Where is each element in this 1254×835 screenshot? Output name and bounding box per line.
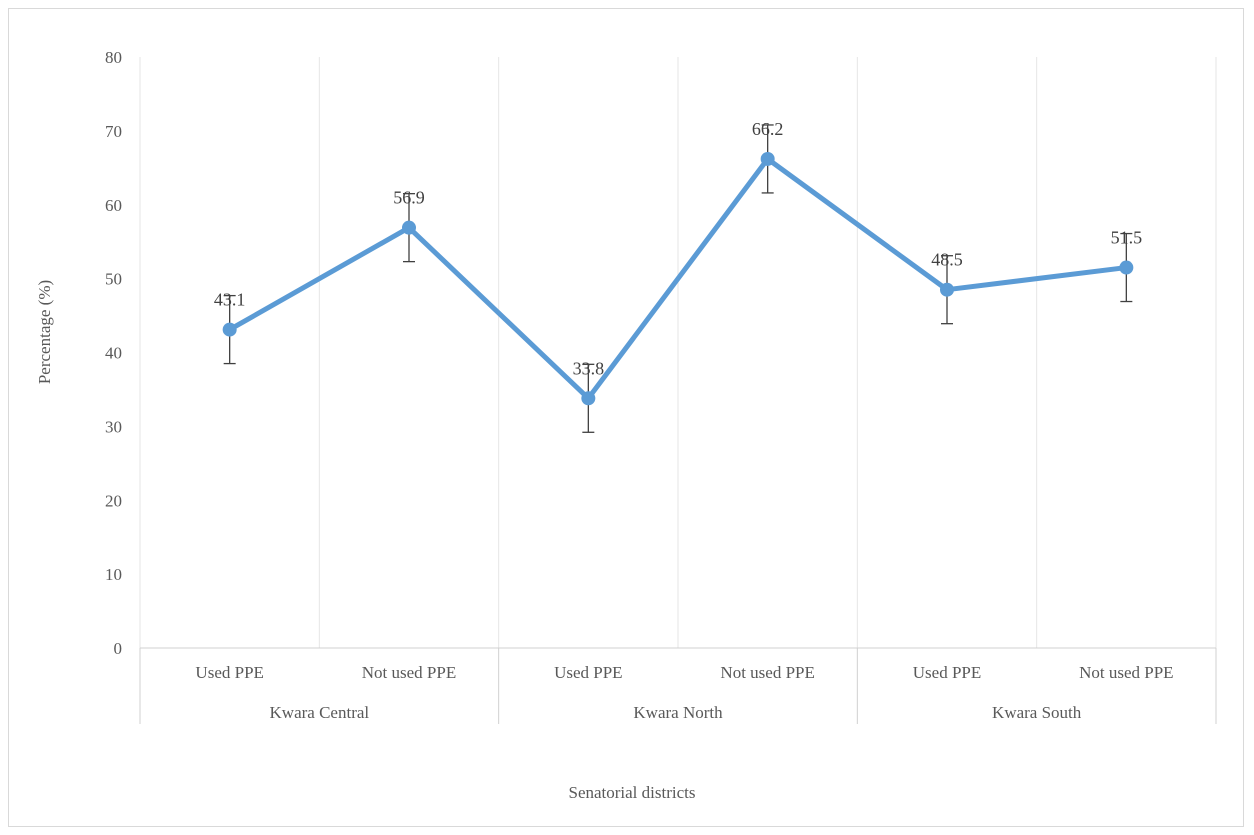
x-group-label: Kwara North <box>633 703 723 722</box>
x-category-label: Used PPE <box>913 663 981 682</box>
data-label: 51.5 <box>1111 228 1143 248</box>
data-labels: 43.1 56.9 33.8 66.2 48.5 51.5 <box>214 119 1142 378</box>
y-tick-label: 70 <box>105 122 122 141</box>
x-category-label: Not used PPE <box>362 663 456 682</box>
x-axis-title: Senatorial districts <box>568 783 695 802</box>
y-tick-label: 50 <box>105 270 122 289</box>
x-group-label: Kwara South <box>992 703 1082 722</box>
data-series <box>222 151 1134 406</box>
y-tick-label: 10 <box>105 565 122 584</box>
y-axis-ticks: 0 10 20 30 40 50 60 70 80 <box>105 48 122 658</box>
x-category-label: Used PPE <box>554 663 622 682</box>
data-point <box>940 282 954 297</box>
y-tick-label: 20 <box>105 491 122 510</box>
y-tick-label: 30 <box>105 417 122 436</box>
data-label: 43.1 <box>214 290 246 310</box>
x-category-label: Not used PPE <box>1079 663 1173 682</box>
data-point <box>222 322 237 337</box>
y-tick-label: 80 <box>105 48 122 67</box>
gridlines <box>139 57 1217 648</box>
y-tick-label: 0 <box>114 639 123 658</box>
data-point <box>581 391 596 406</box>
data-label: 56.9 <box>393 188 425 208</box>
series-line <box>227 156 1129 401</box>
x-category-label: Not used PPE <box>720 663 814 682</box>
chart-frame: 0 10 20 30 40 50 60 70 80 Used PPE Not used PPE Us… <box>8 8 1244 827</box>
y-axis-title: Percentage (%) <box>35 280 54 384</box>
x-axis: Used PPE Not used PPE Used PPE Not used PPE… <box>139 647 1217 724</box>
data-label: 66.2 <box>752 119 784 139</box>
data-point <box>1119 260 1134 275</box>
x-category-label: Used PPE <box>195 663 263 682</box>
y-tick-label: 60 <box>105 196 122 215</box>
x-group-label: Kwara Central <box>270 703 370 722</box>
data-point <box>760 151 775 166</box>
data-label: 48.5 <box>931 250 963 270</box>
y-tick-label: 40 <box>105 344 122 363</box>
data-label: 33.8 <box>573 358 605 378</box>
data-point <box>402 220 416 235</box>
